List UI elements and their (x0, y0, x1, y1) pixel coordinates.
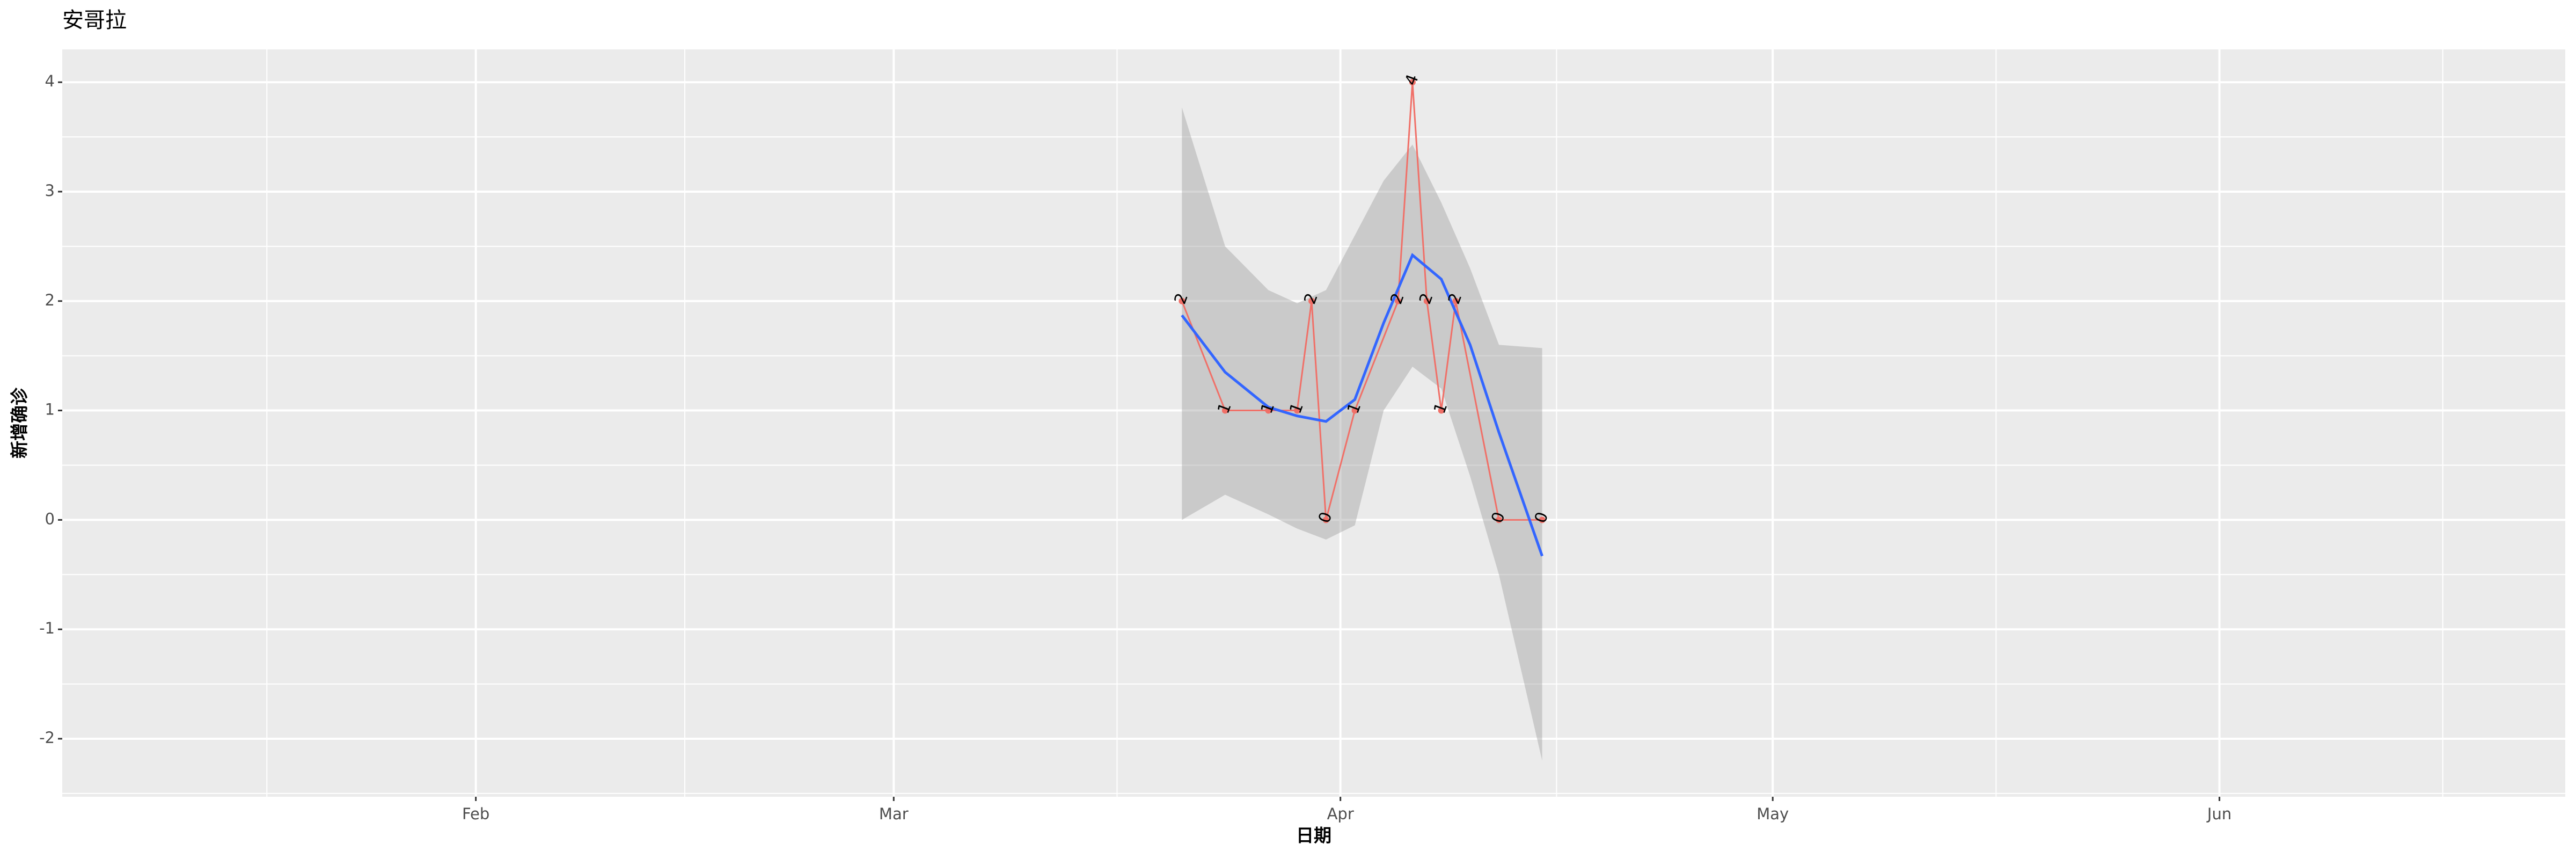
point (1452, 297, 1459, 304)
point (1322, 516, 1329, 523)
x-tick-label: Feb (462, 805, 489, 823)
y-tick-label: 4 (45, 72, 55, 90)
y-tick-label: 3 (45, 181, 55, 200)
point (1438, 407, 1445, 414)
y-tick-label: -2 (39, 729, 55, 747)
x-axis-title: 日期 (1296, 825, 1331, 846)
x-tick-label: Apr (1327, 805, 1354, 823)
smooth-line (1181, 253, 1543, 557)
y-tick-label: 2 (45, 291, 55, 309)
data-line (1181, 82, 1542, 521)
y-tick-label: 0 (45, 509, 55, 528)
point (1539, 516, 1546, 523)
point (1179, 297, 1185, 304)
x-tick-label: Mar (879, 805, 909, 823)
chart-title: 安哥拉 (62, 8, 127, 33)
point (1395, 297, 1402, 304)
point (1294, 407, 1301, 414)
panel (62, 49, 2565, 797)
x-tick-label: May (1757, 805, 1789, 823)
point (1308, 297, 1315, 304)
y-axis-title: 新增确诊 (9, 387, 30, 458)
point (1423, 297, 1430, 304)
point (1221, 407, 1228, 414)
y-tick-label: -1 (39, 619, 55, 637)
point (1351, 407, 1358, 414)
y-tick-label: 1 (45, 401, 55, 419)
point (1265, 407, 1272, 414)
point (1496, 516, 1503, 523)
x-tick-label: Jun (2206, 805, 2231, 823)
point (1409, 79, 1416, 86)
confidence-band (1182, 107, 1542, 761)
